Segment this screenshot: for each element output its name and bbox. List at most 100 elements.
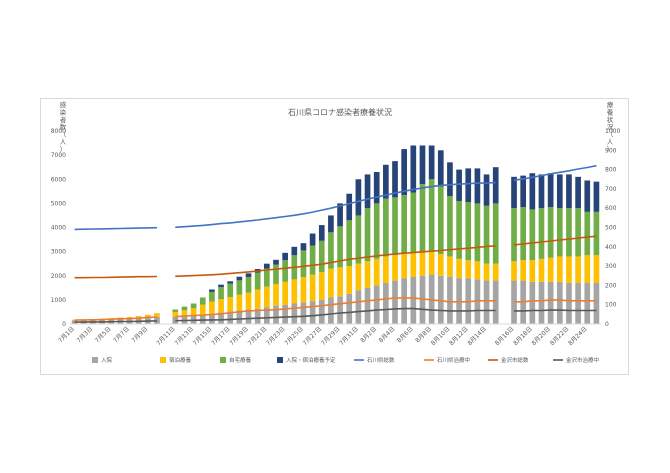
bar-segment [566,174,572,209]
right-axis-label-char: 況 [607,122,614,131]
bar-segment [245,276,252,293]
right-tick-label: 600 [605,205,617,212]
bar-segment [373,258,380,286]
bar-segment [410,192,417,253]
bar-segment [492,280,499,324]
bar-segment [263,307,270,324]
series-line [74,316,158,321]
right-tick-label: 1000 [605,128,620,135]
bar-segment [245,292,252,310]
bar-segment [456,200,462,259]
bar-segment [401,252,408,279]
bar-segment [538,174,545,209]
series-line [175,181,496,229]
bar-segment [593,211,600,256]
bar-segment [291,279,298,304]
bar-segment [538,281,545,324]
legend-label: 入院・宿泊療養予定 [286,356,336,364]
left-axis-label-char: 染 [60,107,67,116]
bar-segment [437,186,444,255]
bar-segment [209,313,215,324]
bar-segment [437,275,444,324]
bar-segment [318,272,325,300]
series-line [513,235,597,246]
right-axis-label-char: 人 [607,138,614,146]
bar-segment [218,299,224,313]
bar-segment [575,256,581,283]
series-line [74,275,158,279]
x-tick-label: 7月29日 [320,325,342,347]
x-tick-label: 7月13日 [173,325,195,347]
left-tick-label: 7000 [51,152,66,159]
bar-segment [593,181,600,212]
bar-segment [428,251,435,275]
bar-segment [282,252,288,261]
right-tick-label: 800 [605,167,617,174]
bar-segment [172,316,179,324]
left-tick-label: 0 [62,321,66,328]
bar-segment [254,289,261,309]
x-tick-label: 7月27日 [302,325,324,347]
bar-segment [245,273,252,277]
bar-segment [273,305,279,324]
bar-segment [474,261,481,280]
bar-segment [282,281,288,305]
bar-segment [547,257,554,282]
bar-segment [428,179,435,252]
bar-segment [199,297,206,305]
bar-segment [447,256,453,277]
bar-segment [346,266,353,294]
bar-segment [392,161,398,198]
left-tick-label: 2000 [51,273,66,280]
bar-segment [346,193,353,221]
x-tick-label: 7月31日 [338,325,360,347]
bar-segment [373,203,380,259]
bar-segment [392,255,398,281]
bar-segment [529,260,536,282]
right-axis-label-char: 状 [607,115,614,124]
x-tick-label: 8月6日 [396,325,415,344]
left-axis-ticks: 0 1000 2000 3000 4000 5000 6000 7000 8000 [51,128,66,328]
bar-segment [383,198,389,257]
right-axis-label-char: ） [607,145,614,153]
x-tick-label: 8月10日 [430,325,452,347]
bar-segment [328,268,334,298]
x-tick-label: 7月25日 [283,325,305,347]
legend: 入院 宿泊療養 自宅療養 入院・宿泊療養予定 石川県総数 石川県治療中 金沢市総数 金沢市治療… [92,356,599,364]
left-axis-label-char: ） [60,145,67,153]
right-axis-label-char: （ [607,131,614,139]
bar-segment [511,261,517,281]
bar-segment [273,283,279,306]
bar-segment [529,173,536,210]
bar-segment [410,276,417,324]
bar-segment [474,279,481,324]
bar-segment [428,145,435,180]
left-axis-label-char: 人 [60,138,67,146]
bar-segment [181,306,188,311]
bar-segment [154,313,160,317]
bar-segment [273,264,279,284]
bar-segment [492,167,499,204]
bar-segment [291,246,298,256]
bar-segment [227,281,234,284]
bar-segment [227,283,234,297]
x-tick-label: 7月7日 [112,325,131,344]
legend-swatch [160,357,166,363]
x-tick-label: 8月16日 [494,325,516,347]
series-line [74,320,158,323]
bar-segment [492,263,499,281]
series-line [74,226,158,231]
line-series [74,164,597,323]
bar-segment [218,284,224,288]
chart-title: 石川県コロナ感染者療養状況 [288,107,392,117]
bar-segment [227,311,234,324]
left-axis-label-char: （ [60,131,67,139]
bar-segment [483,205,490,264]
bar-segment [529,281,536,324]
series-line [513,164,597,181]
bar-segment [465,260,472,279]
bar-segment [273,259,279,265]
bar-segment [337,226,343,268]
bar-segment [575,176,581,209]
bar-segment [328,297,334,324]
